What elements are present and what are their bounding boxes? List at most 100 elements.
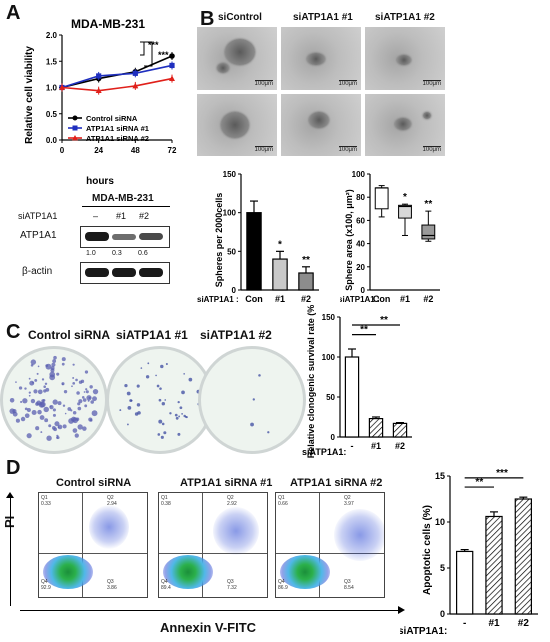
colony <box>24 407 28 411</box>
legend-label-3: ATP1A1 siRNA #2 <box>86 134 149 143</box>
bar-2 <box>368 417 384 438</box>
blot-lane-1: – <box>93 211 99 221</box>
event-cloud <box>213 507 259 555</box>
sphere-photo-si2-2: 100μm <box>365 94 445 156</box>
colony <box>75 378 78 382</box>
significance-star: ** <box>424 199 432 210</box>
y-tick-label: 1.5 <box>46 57 58 66</box>
colony <box>50 366 55 371</box>
colony <box>57 401 62 406</box>
box-3 <box>421 224 436 240</box>
colony <box>89 418 93 422</box>
colony <box>15 381 17 383</box>
event-cloud <box>89 505 129 549</box>
apoptosis-xaxis-prefix: siATP1A1: <box>400 626 447 637</box>
q4-label: Q4 <box>161 579 168 585</box>
colony <box>77 406 82 411</box>
flow-title-2: ATP1A1 siRNA #1 <box>180 477 273 489</box>
sphere-col-title-2: siATP1A1 #1 <box>293 12 353 23</box>
colony <box>185 416 187 418</box>
dish-title-3: siATP1A1 #2 <box>200 328 272 342</box>
q2-label: Q2 <box>107 495 114 501</box>
dish-control <box>0 346 108 454</box>
colony <box>9 398 15 403</box>
colony <box>250 422 254 427</box>
flow-yaxis-arrow <box>10 494 11 606</box>
significance-star: ** <box>475 477 483 488</box>
bar-1 <box>455 550 474 615</box>
x-tick-label: 0 <box>60 146 65 155</box>
y-tick-label: 100 <box>352 170 366 179</box>
blot-title-underline <box>82 206 170 207</box>
sphere-control-1 <box>225 39 255 65</box>
clonogenic-ylabel: Relative clonogenic survival rate (%) <box>306 305 316 458</box>
significance-star: * <box>278 239 282 250</box>
colony <box>177 400 180 404</box>
legend-marker <box>72 135 78 141</box>
y-tick-label: 5 <box>440 563 445 573</box>
colony <box>24 387 27 390</box>
data-point <box>132 82 139 89</box>
colony <box>156 384 160 388</box>
band-atp1a1-control <box>85 232 109 241</box>
quant-2: 0.3 <box>112 250 122 257</box>
y-tick-label: 10 <box>435 517 445 527</box>
colony <box>75 417 80 421</box>
colony <box>158 419 163 424</box>
blot-actin <box>80 262 170 284</box>
colony <box>68 418 74 424</box>
colony <box>36 372 39 375</box>
colony <box>39 401 46 408</box>
colony <box>40 431 43 434</box>
significance-star: ** <box>302 255 310 266</box>
y-tick-label: 15 <box>435 471 445 481</box>
colony <box>82 426 87 431</box>
colony <box>140 367 143 369</box>
colony <box>72 363 75 366</box>
x-tick-label: #1 <box>400 294 410 304</box>
colony <box>169 412 172 415</box>
colony <box>164 399 167 401</box>
y-tick-label: 50 <box>326 393 335 402</box>
x-tick-label: Con <box>245 294 263 304</box>
colony <box>43 389 47 393</box>
bar-1 <box>344 356 360 438</box>
quadrant-divider-horizontal <box>276 553 384 555</box>
legend-marker <box>72 125 78 131</box>
colony <box>22 398 28 404</box>
blot-protein-actin: β-actin <box>22 266 53 277</box>
colony <box>20 400 23 404</box>
colony <box>30 398 36 404</box>
sphere-area-box-chart: Sphere area (x100, μm²) 0 20 40 60 80 100 Con… <box>340 170 440 304</box>
sphere-si2-3 <box>423 112 431 119</box>
colony <box>54 421 60 427</box>
sphere-area-ylabel: Sphere area (x100, μm²) <box>344 189 354 291</box>
band-actin-si1 <box>112 268 136 277</box>
colony <box>161 402 166 406</box>
data-point <box>95 87 102 94</box>
colony <box>35 402 39 406</box>
y-tick-label: 1.0 <box>46 84 58 93</box>
q4-value: 86.9 <box>278 585 288 591</box>
flow-plot-1: Q1 0.33 Q2 2.94 Q4 92.9 Q3 3.86 <box>38 492 148 598</box>
colony <box>43 385 46 388</box>
colony <box>53 355 57 360</box>
colony <box>48 424 52 428</box>
significance-star: ** <box>360 325 368 336</box>
colony <box>83 391 86 393</box>
significance-star: ** <box>380 315 388 326</box>
data-point <box>169 53 175 59</box>
x-tick-label: #2 <box>301 294 311 304</box>
sphere-col-title-3: siATP1A1 #2 <box>375 12 435 23</box>
sphere-photo-control-1: 100μm <box>197 27 277 90</box>
colony <box>82 398 87 402</box>
y-tick-label: 0 <box>331 433 336 442</box>
event-cloud <box>280 555 330 589</box>
colony <box>160 435 164 439</box>
colony <box>56 436 60 440</box>
colony <box>37 409 42 415</box>
colony <box>80 379 85 384</box>
q1-label: Q1 <box>41 495 48 501</box>
quadrant-divider-horizontal <box>39 553 147 555</box>
colony <box>20 416 26 422</box>
